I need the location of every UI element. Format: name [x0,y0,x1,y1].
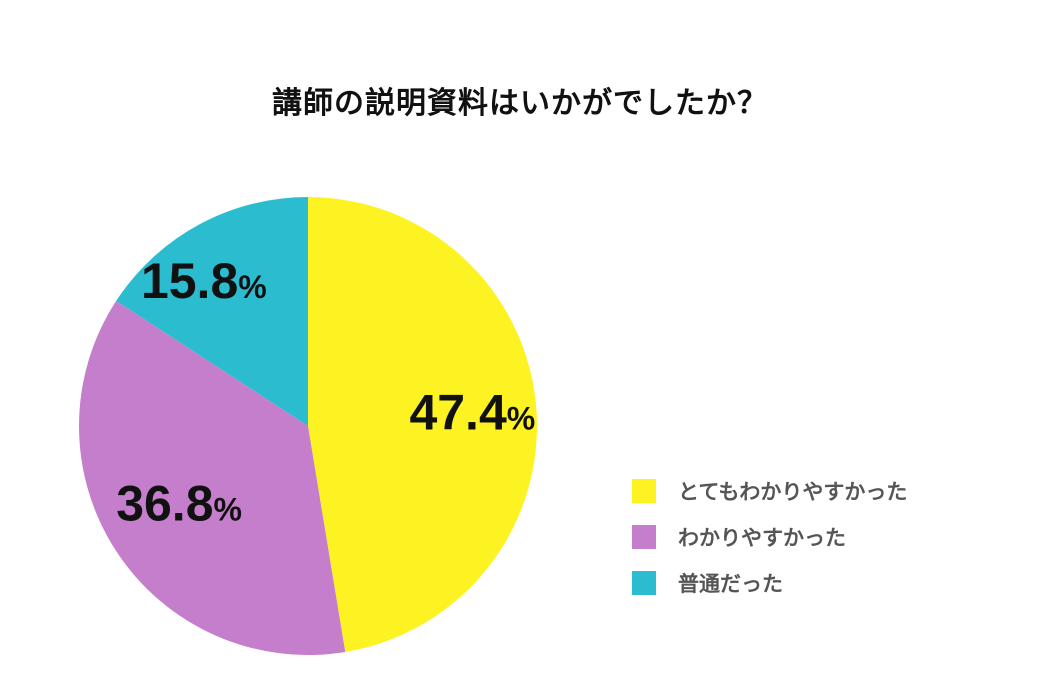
pie-data-label: 36.8% [116,476,242,532]
pie-data-labels: 47.4% 36.8% 15.8% [116,253,535,532]
pie-data-label: 15.8% [141,253,267,309]
legend-item-very-clear: とてもわかりやすかった [632,478,907,504]
legend-swatch [632,479,656,503]
legend-swatch [632,571,656,595]
legend-item-average: 普通だった [632,570,907,596]
legend-swatch [632,525,656,549]
legend-label: 普通だった [678,572,783,596]
pie-slice [116,197,308,426]
legend-label: わかりやすかった [678,526,846,550]
legend-label: とてもわかりやすかった [678,480,908,504]
pie-slices [78,197,538,655]
pie-slice [78,300,346,655]
chart-title: 講師の説明資料はいかがでしたか？ [272,86,768,121]
pie-slice [308,197,538,652]
legend-item-clear: わかりやすかった [632,524,907,550]
legend: とてもわかりやすかった わかりやすかった 普通だった [632,478,907,616]
pie-data-label: 47.4% [409,385,535,441]
